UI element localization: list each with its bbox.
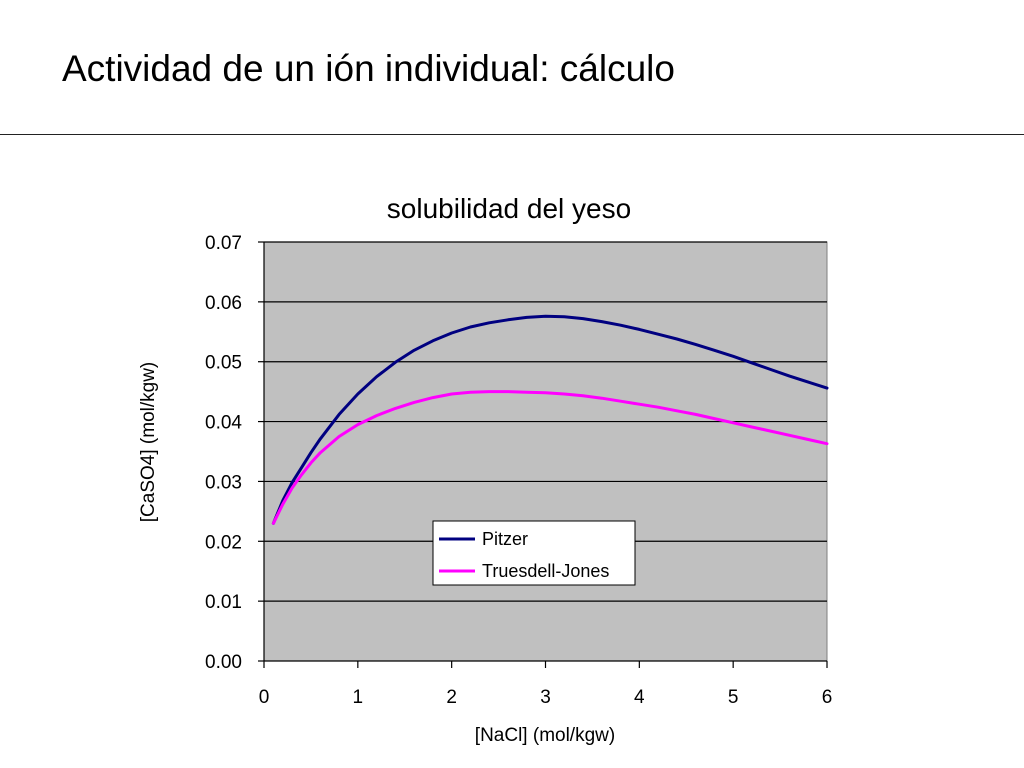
plot-area [263,241,828,662]
y-tick-label-4: 0.04 [205,413,242,434]
y-axis-ticks: 0.00 0.01 0.02 0.03 0.04 0.05 0.06 0.07 [205,233,264,673]
y-tick-label-5: 0.05 [205,353,242,374]
title-divider [0,134,1024,135]
grid-lines [264,241,827,602]
y-axis-label: [CaSO4] (mol/kgw) [138,362,159,522]
chart-title: solubilidad del yeso [387,193,631,224]
x-tick-label-4: 4 [634,687,645,708]
y-tick-label-3: 0.03 [205,472,242,493]
series-line-1 [271,390,829,525]
x-tick-label-0: 0 [259,687,270,708]
y-tick-label-0: 0.00 [205,652,242,673]
legend-box [432,520,636,586]
legend-label-1: Truesdell-Jones [482,561,609,581]
y-tick-label-6: 0.06 [205,293,242,314]
x-tick-label-2: 2 [446,687,457,708]
x-tick-label-1: 1 [353,687,364,708]
x-axis-ticks: 0 1 2 3 4 5 6 [259,661,833,708]
x-tick-label-3: 3 [540,687,551,708]
x-tick-label-6: 6 [822,687,833,708]
series-layer [271,314,829,525]
slide-title: Actividad de un ión individual: cálculo [62,48,675,89]
y-tick-label-2: 0.02 [205,532,242,553]
legend: Pitzer Truesdell-Jones [432,520,636,586]
legend-label-0: Pitzer [482,529,528,549]
series-line-0 [271,314,829,525]
y-tick-label-1: 0.01 [205,592,242,613]
y-tick-label-7: 0.07 [205,233,242,254]
x-tick-label-5: 5 [728,687,739,708]
x-axis-label: [NaCl] (mol/kgw) [475,725,615,746]
